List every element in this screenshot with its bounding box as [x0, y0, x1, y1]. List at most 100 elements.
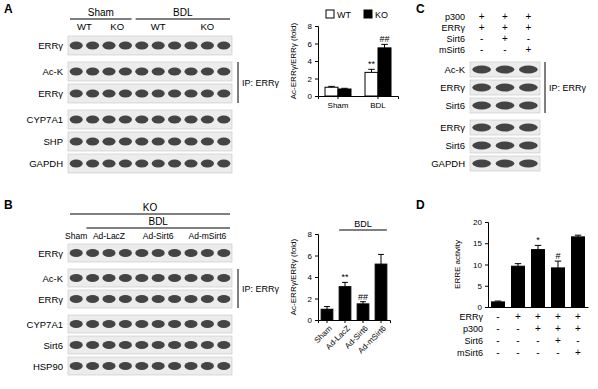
condition-label: p300 [463, 324, 483, 334]
blot-strip [470, 138, 540, 153]
y-tick-mark [485, 307, 488, 308]
band [70, 362, 83, 370]
band [217, 68, 230, 76]
condition-label: ERRγ [459, 312, 483, 322]
band [70, 320, 83, 328]
band [119, 138, 132, 146]
y-axis-title: Ac-ERRγ/ERRγ (fold) [289, 22, 298, 99]
band [119, 274, 132, 282]
y-tick-mark [315, 320, 318, 321]
chart: **##02468ShamBDLAc-ERRγ/ERRγ (fold)WTKO [289, 10, 399, 110]
group-line [70, 19, 132, 20]
row-label: ERRγ [38, 40, 63, 51]
condition-sign: + [555, 311, 561, 322]
y-tick-mark [315, 299, 318, 300]
significance: ** [368, 59, 376, 69]
panel-label: C [416, 2, 425, 16]
y-tick: 0 [308, 316, 318, 325]
x-tick-mark [378, 96, 379, 99]
band [201, 138, 214, 146]
y-tick-mark [315, 277, 318, 278]
band [102, 68, 115, 76]
band [119, 341, 132, 349]
legend-label: KO [375, 10, 388, 20]
band [86, 274, 99, 282]
band [201, 320, 214, 328]
y-axis: 05101520 [473, 218, 488, 312]
condition-sign: + [502, 33, 508, 44]
plot-area [325, 44, 391, 96]
chart: **##02468ShamAd-LacZAd-Sirt6Ad-mSirt6Ac-… [289, 219, 391, 355]
error-cap [341, 88, 348, 89]
y-tick-label: 15 [473, 239, 482, 248]
y-tick: 6 [308, 40, 318, 49]
band [119, 295, 132, 303]
band [519, 84, 538, 92]
band [70, 249, 83, 257]
legend-swatch [364, 10, 372, 18]
band [184, 116, 197, 124]
band [86, 320, 99, 328]
y-tick-label: 0 [308, 316, 313, 325]
error-cap [324, 306, 330, 307]
band [184, 138, 197, 146]
x-axis [489, 307, 589, 309]
condition-label: mSirt6 [457, 348, 483, 358]
x-tick-mark [345, 320, 346, 323]
band [152, 160, 165, 168]
condition-sign: + [479, 11, 485, 22]
error-bar [328, 86, 335, 88]
band [152, 116, 165, 124]
blot-strip [470, 98, 540, 113]
y-tick: 0 [308, 92, 318, 101]
band [152, 68, 165, 76]
band [102, 341, 115, 349]
y-tick-label: 0 [308, 92, 313, 101]
band [184, 90, 197, 98]
band [152, 274, 165, 282]
y-tick-mark [485, 286, 488, 287]
condition-sign: + [502, 22, 508, 33]
x-tick-mark [381, 320, 382, 323]
band [152, 341, 165, 349]
bracket-label: IP: ERRγ [549, 83, 587, 93]
condition-sign: + [479, 22, 485, 33]
band [184, 320, 197, 328]
blot-strip [68, 357, 232, 375]
blot-strip [68, 132, 232, 151]
band [152, 362, 165, 370]
y-tick-label: 10 [473, 261, 482, 270]
error-bar [515, 264, 522, 267]
y-tick-mark [315, 256, 318, 257]
band [86, 295, 99, 303]
chart: *#05101520ERRE activityERRγ-++++p300--++… [453, 218, 589, 358]
band [201, 68, 214, 76]
blot-strip [68, 62, 232, 81]
error-cap [495, 301, 502, 302]
significance: ** [341, 272, 349, 282]
band [168, 362, 181, 370]
band [168, 160, 181, 168]
bar [325, 87, 338, 96]
condition-sign: - [496, 335, 499, 346]
bar [532, 250, 545, 307]
band [168, 42, 181, 50]
row-label: ERRγ [38, 294, 63, 305]
panel-label: D [416, 198, 425, 212]
condition-sign: + [502, 11, 508, 22]
blot-strip [68, 315, 232, 333]
band [201, 116, 214, 124]
band [168, 138, 181, 146]
group-label: BDL [354, 219, 372, 229]
figure: ABCDShamWTKOBDLWTKOERRγAc-KERRγIP: ERRγC… [0, 0, 598, 389]
band [152, 320, 165, 328]
y-tick: 5 [478, 282, 488, 291]
band [184, 274, 197, 282]
y-tick-label: 4 [308, 57, 313, 66]
x-tick: Sham [328, 96, 349, 110]
band [86, 138, 99, 146]
band [217, 249, 230, 257]
band [201, 160, 214, 168]
band [102, 116, 115, 124]
blot-strip [470, 62, 540, 77]
